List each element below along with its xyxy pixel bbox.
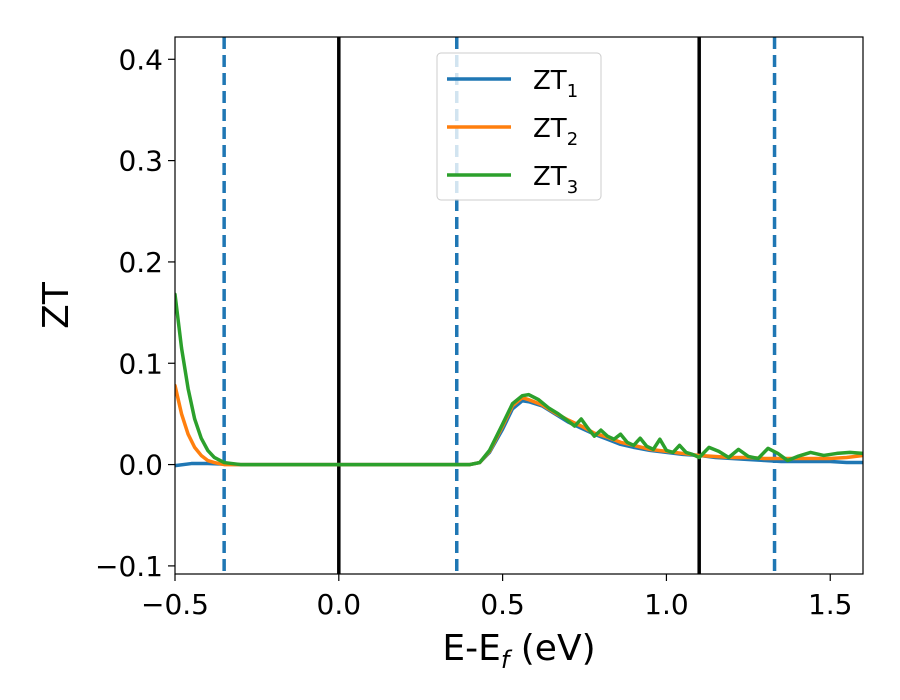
y-tick-label: 0.4 [118, 43, 163, 76]
y-axis-ticks: −0.1 0.0 0.1 0.2 0.3 0.4 [95, 43, 175, 583]
legend-label-main: ZT [533, 66, 567, 96]
x-axis-label-unit: (eV) [509, 628, 595, 669]
reference-lines [222, 37, 777, 574]
y-tick-label: −0.1 [95, 550, 163, 583]
y-tick-label: 0.3 [118, 145, 163, 178]
legend-label-sub: 1 [567, 81, 578, 102]
x-axis-label: E-Ef (eV) [442, 628, 595, 674]
x-axis-label-main: E-E [442, 628, 500, 669]
series-line-zt3 [175, 292, 863, 467]
legend-label: ZT1 [533, 66, 578, 102]
y-tick-label: 0.0 [118, 449, 163, 482]
legend-label-sub: 3 [567, 177, 578, 198]
legend-label: ZT2 [533, 114, 578, 150]
legend-label: ZT3 [533, 162, 578, 198]
plot-frame [174, 36, 864, 575]
x-tick-label: −0.5 [141, 588, 209, 621]
legend-label-sub: 2 [567, 129, 578, 150]
x-tick-label: 1.5 [808, 588, 853, 621]
legend-box [436, 52, 602, 201]
x-tick-label: 1.0 [644, 588, 689, 621]
x-axis-ticks: −0.5 0.0 0.5 1.0 1.5 [141, 574, 853, 621]
y-axis-label: ZT [36, 281, 77, 329]
x-tick-label: 0.5 [480, 588, 525, 621]
y-tick-label: 0.1 [118, 347, 163, 380]
legend-label-main: ZT [533, 114, 567, 144]
legend-label-main: ZT [533, 162, 567, 192]
series-layer [175, 292, 863, 468]
x-tick-label: 0.0 [317, 588, 362, 621]
y-tick-label: 0.2 [118, 246, 163, 279]
